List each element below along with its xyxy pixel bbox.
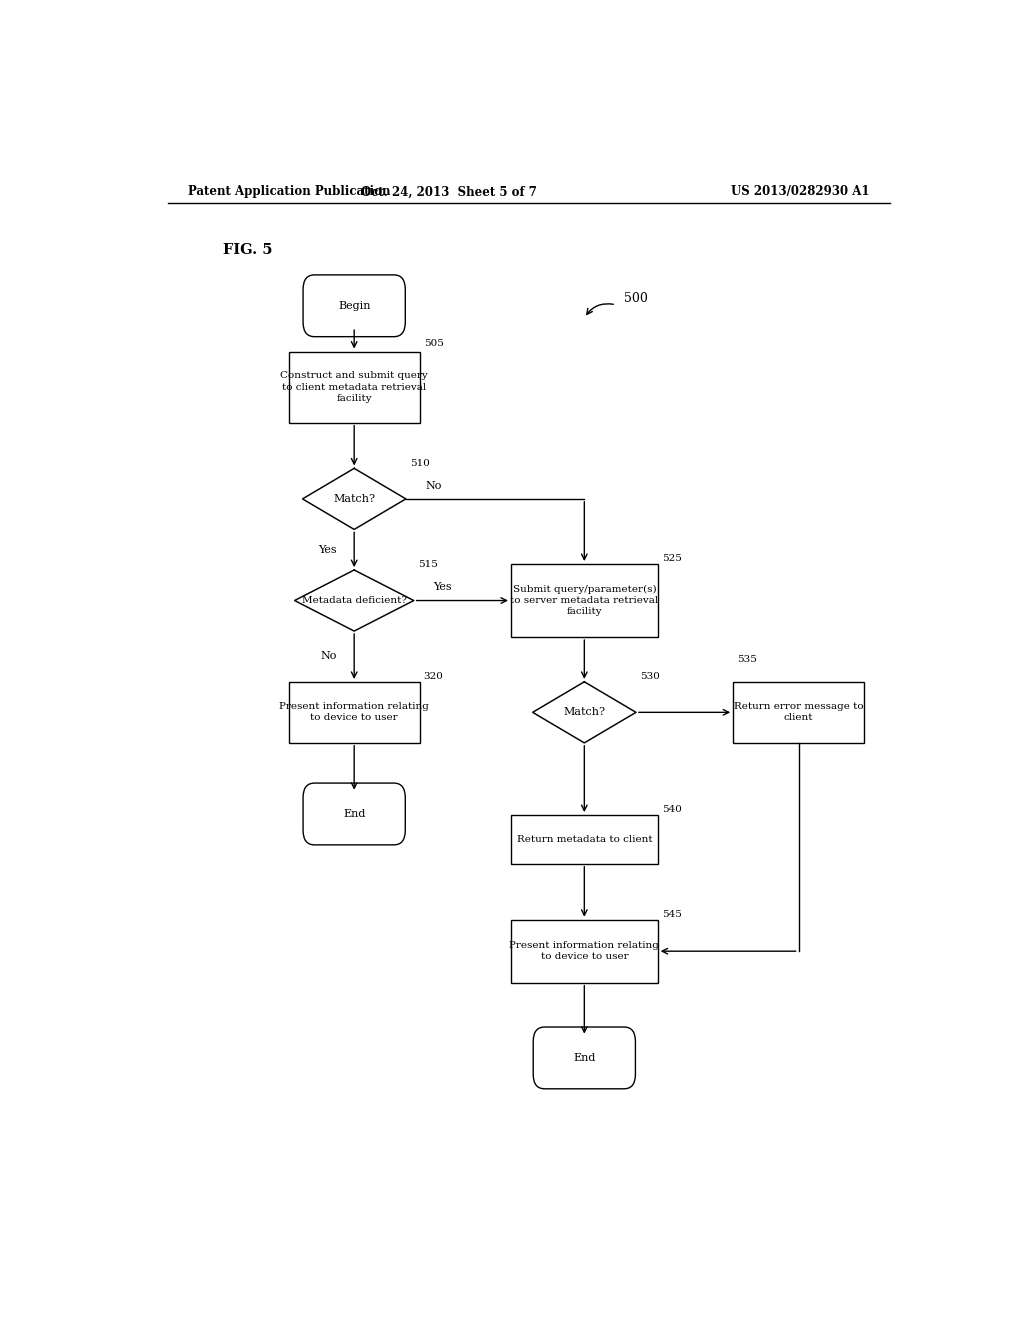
Bar <box>511 920 657 982</box>
Text: End: End <box>573 1053 596 1063</box>
Text: 320: 320 <box>424 672 443 681</box>
Text: 540: 540 <box>662 805 682 814</box>
Text: 515: 515 <box>418 561 437 569</box>
FancyBboxPatch shape <box>303 275 406 337</box>
Text: 545: 545 <box>662 909 682 919</box>
Text: Yes: Yes <box>433 582 453 593</box>
Text: No: No <box>321 652 337 661</box>
Polygon shape <box>303 469 406 529</box>
Text: Oct. 24, 2013  Sheet 5 of 7: Oct. 24, 2013 Sheet 5 of 7 <box>361 185 538 198</box>
Text: Construct and submit query
to client metadata retrieval
facility: Construct and submit query to client met… <box>281 371 428 403</box>
Text: Yes: Yes <box>318 545 337 554</box>
Text: 525: 525 <box>662 554 682 564</box>
Text: 535: 535 <box>737 655 757 664</box>
Text: Return metadata to client: Return metadata to client <box>516 834 652 843</box>
Text: Return error message to
client: Return error message to client <box>734 702 863 722</box>
Bar <box>289 351 420 422</box>
Text: End: End <box>343 809 366 818</box>
Bar <box>511 564 657 638</box>
Text: Submit query/parameter(s)
to server metadata retrieval
facility: Submit query/parameter(s) to server meta… <box>510 585 658 616</box>
FancyBboxPatch shape <box>534 1027 636 1089</box>
Text: Match?: Match? <box>563 708 605 717</box>
Text: 510: 510 <box>410 459 430 467</box>
Polygon shape <box>295 570 414 631</box>
Text: US 2013/0282930 A1: US 2013/0282930 A1 <box>731 185 869 198</box>
FancyBboxPatch shape <box>303 783 406 845</box>
Text: Match?: Match? <box>333 494 375 504</box>
Text: FIG. 5: FIG. 5 <box>223 243 272 257</box>
Text: 505: 505 <box>424 339 443 348</box>
Bar <box>733 682 864 743</box>
Text: Begin: Begin <box>338 301 371 310</box>
FancyArrowPatch shape <box>587 304 613 314</box>
Text: Present information relating
to device to user: Present information relating to device t… <box>509 941 659 961</box>
Polygon shape <box>532 682 636 743</box>
Text: 500: 500 <box>624 292 648 305</box>
Text: No: No <box>426 480 442 491</box>
Bar <box>289 682 420 743</box>
Bar <box>511 814 657 863</box>
Text: Patent Application Publication: Patent Application Publication <box>187 185 390 198</box>
Text: 530: 530 <box>640 672 659 681</box>
Text: Metadata deficient?: Metadata deficient? <box>302 597 407 605</box>
Text: Present information relating
to device to user: Present information relating to device t… <box>280 702 429 722</box>
